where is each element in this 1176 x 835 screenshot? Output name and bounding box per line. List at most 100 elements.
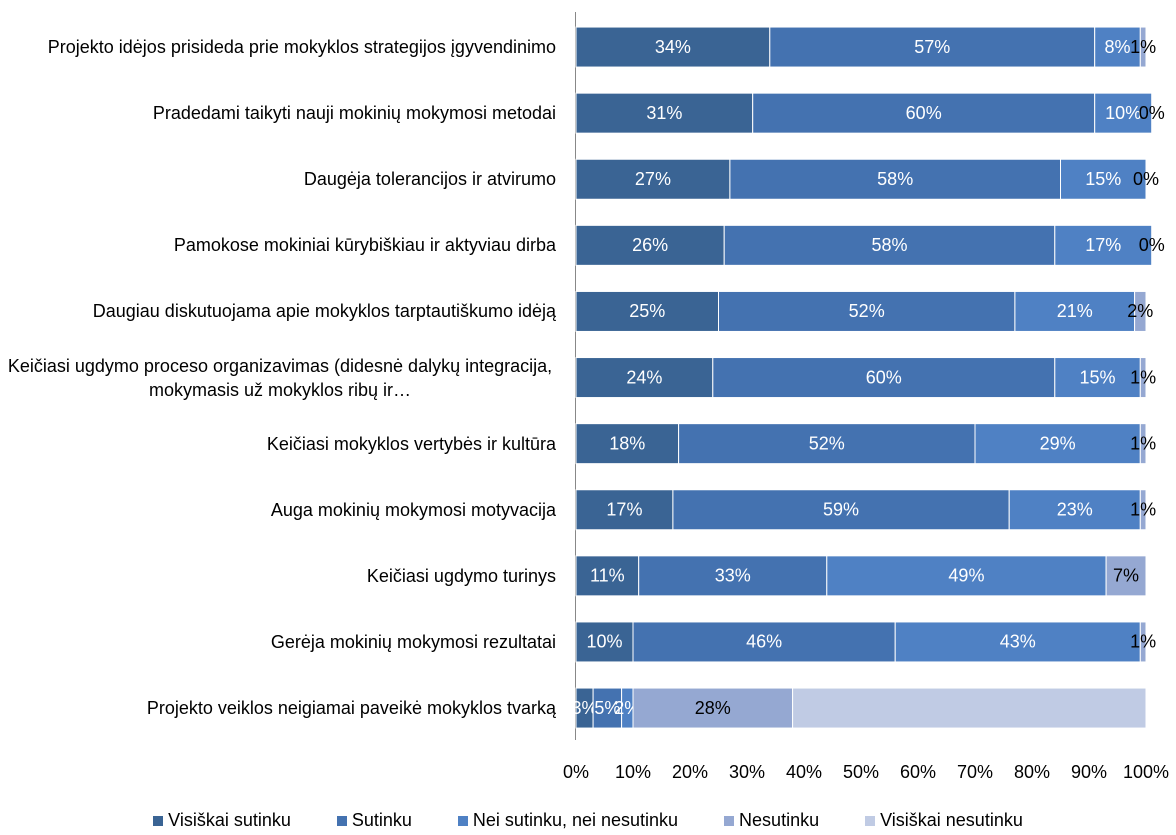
bar-segment <box>729 158 1062 200</box>
category-label: Keičiasi mokyklos vertybės ir kultūra <box>0 411 556 477</box>
bar-segment <box>575 423 680 465</box>
bar-segment <box>575 621 634 663</box>
data-label: 15% <box>1085 169 1121 189</box>
category-text: Projekto veiklos neigiamai paveikė mokyk… <box>146 698 556 718</box>
bar-segment <box>1054 357 1141 399</box>
bar-segment <box>974 423 1141 465</box>
legend-swatch <box>336 815 347 826</box>
data-label: 59% <box>823 500 859 520</box>
data-label: 60% <box>906 103 942 123</box>
x-tick-label: 90% <box>1071 762 1107 782</box>
data-label: 2% <box>1127 301 1153 321</box>
x-tick-label: 100% <box>1123 762 1169 782</box>
legend-swatch <box>457 815 468 826</box>
data-label: 58% <box>871 235 907 255</box>
x-tick-label: 20% <box>672 762 708 782</box>
bar-segment <box>792 687 1147 729</box>
data-label: 34% <box>655 37 691 57</box>
bar-segment <box>638 555 828 597</box>
x-tick-label: 0% <box>563 762 589 782</box>
x-tick-label: 80% <box>1014 762 1050 782</box>
data-label: 0% <box>1133 169 1159 189</box>
data-label: 26% <box>632 235 668 255</box>
data-label: 18% <box>609 433 645 453</box>
category-label: Daugiau diskutuojama apie mokyklos tarpt… <box>0 278 556 344</box>
bar-segment <box>575 555 640 597</box>
data-label: 33% <box>715 566 751 586</box>
category-label: Daugėja tolerancijos ir atvirumo <box>0 146 556 212</box>
bar-segment <box>1060 158 1147 200</box>
legend-label: Sutinku <box>351 810 412 830</box>
x-tick-label: 60% <box>900 762 936 782</box>
bar-segment <box>575 92 754 134</box>
legend-label: Nei sutinku, nei nesutinku <box>472 810 679 830</box>
category-label: Projekto veiklos neigiamai paveikė mokyk… <box>0 675 556 741</box>
legend-item: Nei sutinku, nei nesutinku <box>457 810 679 831</box>
category-text: Projekto idėjos prisideda prie mokyklos … <box>47 37 556 57</box>
data-label: 43% <box>1000 632 1036 652</box>
bar-segment <box>752 92 1096 134</box>
data-label: 1% <box>1130 367 1156 387</box>
category-label: Keičiasi ugdymo proceso organizavimas (d… <box>0 345 556 411</box>
category-text: Pamokose mokiniai kūrybiškiau ir aktyvia… <box>173 235 556 256</box>
category-label: Auga mokinių mokymosi motyvacija <box>0 477 556 543</box>
category-text: Daugiau diskutuojama apie mokyklos tarpt… <box>92 301 556 322</box>
data-label: 1% <box>1130 632 1156 652</box>
bar-segment <box>1139 489 1147 531</box>
data-label: 1% <box>1130 37 1156 57</box>
bar-segment <box>575 357 714 399</box>
legend-item: Sutinku <box>336 810 412 831</box>
x-tick-label: 70% <box>957 762 993 782</box>
legend: Visiškai sutinku Sutinku Nei sutinku, nei … <box>0 810 1176 831</box>
data-label: 29% <box>1040 433 1076 453</box>
bar-segment <box>1014 290 1136 332</box>
data-label: 10% <box>586 632 622 652</box>
data-label: 17% <box>606 500 642 520</box>
category-label: Gerėja mokinių mokymosi rezultatai <box>0 609 556 675</box>
bar-segment <box>1139 357 1147 399</box>
data-label: 1% <box>1130 433 1156 453</box>
bar-segment <box>1139 621 1147 663</box>
category-label: Projekto idėjos prisideda prie mokyklos … <box>0 14 556 80</box>
data-label: 46% <box>746 632 782 652</box>
data-label: 0% <box>1139 235 1165 255</box>
bar-segment <box>672 489 1010 531</box>
bar-segment <box>826 555 1107 597</box>
bar-segment <box>1105 555 1147 597</box>
data-label: 52% <box>809 433 845 453</box>
bar-segment <box>1134 290 1147 332</box>
legend-label: Nesutinku <box>739 810 820 830</box>
category-label: Pamokose mokiniai kūrybiškiau ir aktyvia… <box>0 212 556 278</box>
data-label: 60% <box>866 367 902 387</box>
data-label: 7% <box>1113 566 1139 586</box>
data-label: 49% <box>948 566 984 586</box>
category-text: Gerėja mokinių mokymosi rezultatai <box>270 631 556 652</box>
category-text: Keičiasi ugdymo proceso organizavimas (d… <box>7 355 553 400</box>
data-label: 58% <box>877 169 913 189</box>
category-text: Keičiasi mokyklos vertybės ir kultūra <box>266 433 556 454</box>
data-label: 25% <box>629 301 665 321</box>
category-label: Pradedami taikyti nauji mokinių mokymosi… <box>0 80 556 146</box>
x-tick-label: 30% <box>729 762 765 782</box>
data-label: 52% <box>849 301 885 321</box>
x-tick-label: 10% <box>615 762 651 782</box>
legend-label: Visiškai sutinku <box>168 810 291 830</box>
data-label: 0% <box>1139 103 1165 123</box>
bar-segment <box>678 423 976 465</box>
legend-item: Nesutinku <box>724 810 819 831</box>
bar-segment <box>1139 26 1147 68</box>
legend-swatch <box>724 815 735 826</box>
bar-segment <box>575 489 674 531</box>
legend-label: Visiškai nesutinku <box>880 810 1023 830</box>
data-label: 1% <box>1130 500 1156 520</box>
data-label: 28% <box>695 698 731 718</box>
x-tick-label: 40% <box>786 762 822 782</box>
category-label: Keičiasi ugdymo turinys <box>0 543 556 609</box>
bar-segment <box>723 224 1056 266</box>
bar-segment <box>1008 489 1141 531</box>
legend-item: Visiškai sutinku <box>153 810 291 831</box>
bar-segment <box>592 687 623 729</box>
legend-item: Visiškai nesutinku <box>865 810 1023 831</box>
bar-segment <box>1054 224 1153 266</box>
